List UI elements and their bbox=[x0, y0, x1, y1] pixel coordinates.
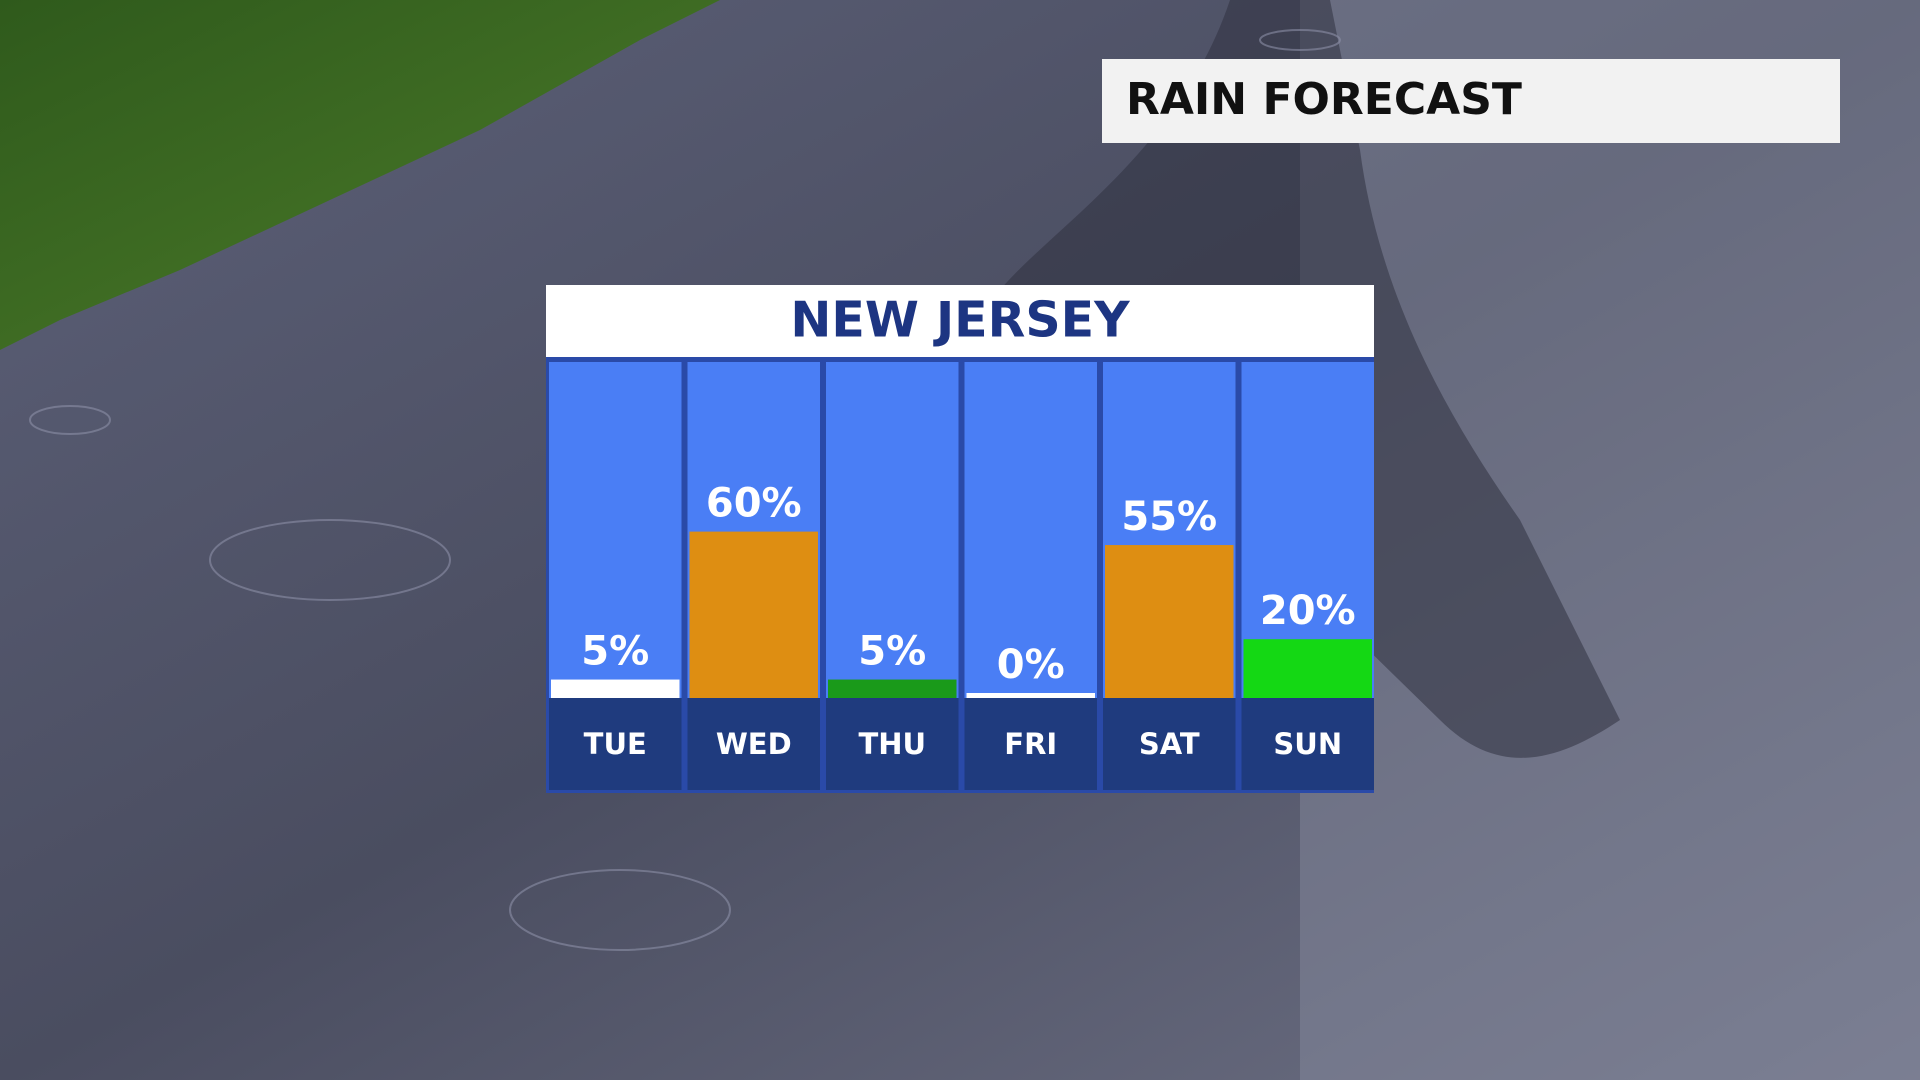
value-label: 55% bbox=[1121, 494, 1217, 540]
day-box bbox=[549, 698, 682, 790]
bar bbox=[966, 693, 1095, 698]
x-tick-label: THU bbox=[858, 727, 926, 761]
value-label: 20% bbox=[1260, 588, 1356, 634]
bar bbox=[1243, 639, 1372, 698]
day-box bbox=[687, 698, 820, 790]
panel bbox=[546, 285, 1374, 793]
column bbox=[964, 362, 1097, 698]
chart-title: NEW JERSEY bbox=[790, 292, 1130, 349]
day-box bbox=[964, 698, 1097, 790]
panel-header bbox=[546, 285, 1374, 357]
header-box bbox=[1102, 59, 1840, 143]
x-tick-label: TUE bbox=[584, 727, 647, 761]
x-tick-label: SAT bbox=[1139, 727, 1200, 761]
columns: TUE 5% WED 60% THU 5% FRI 0% SAT 55% SUN 20% bbox=[549, 362, 1374, 790]
value-label: 60% bbox=[706, 481, 802, 527]
x-tick-label: FRI bbox=[1004, 727, 1057, 761]
day-box bbox=[826, 698, 959, 790]
column bbox=[549, 362, 682, 698]
header-title: RAIN FORECAST bbox=[1126, 74, 1522, 125]
x-tick-label: WED bbox=[716, 727, 792, 761]
x-tick-label: SUN bbox=[1273, 727, 1342, 761]
bar bbox=[551, 679, 680, 698]
value-label: 5% bbox=[858, 629, 926, 675]
value-label: 0% bbox=[997, 642, 1065, 688]
value-label: 5% bbox=[581, 629, 649, 675]
day-box bbox=[1103, 698, 1236, 790]
grass bbox=[0, 0, 720, 350]
bar bbox=[1105, 545, 1234, 698]
column bbox=[826, 362, 959, 698]
bar bbox=[828, 679, 957, 698]
bar bbox=[689, 531, 818, 698]
day-box bbox=[1241, 698, 1374, 790]
